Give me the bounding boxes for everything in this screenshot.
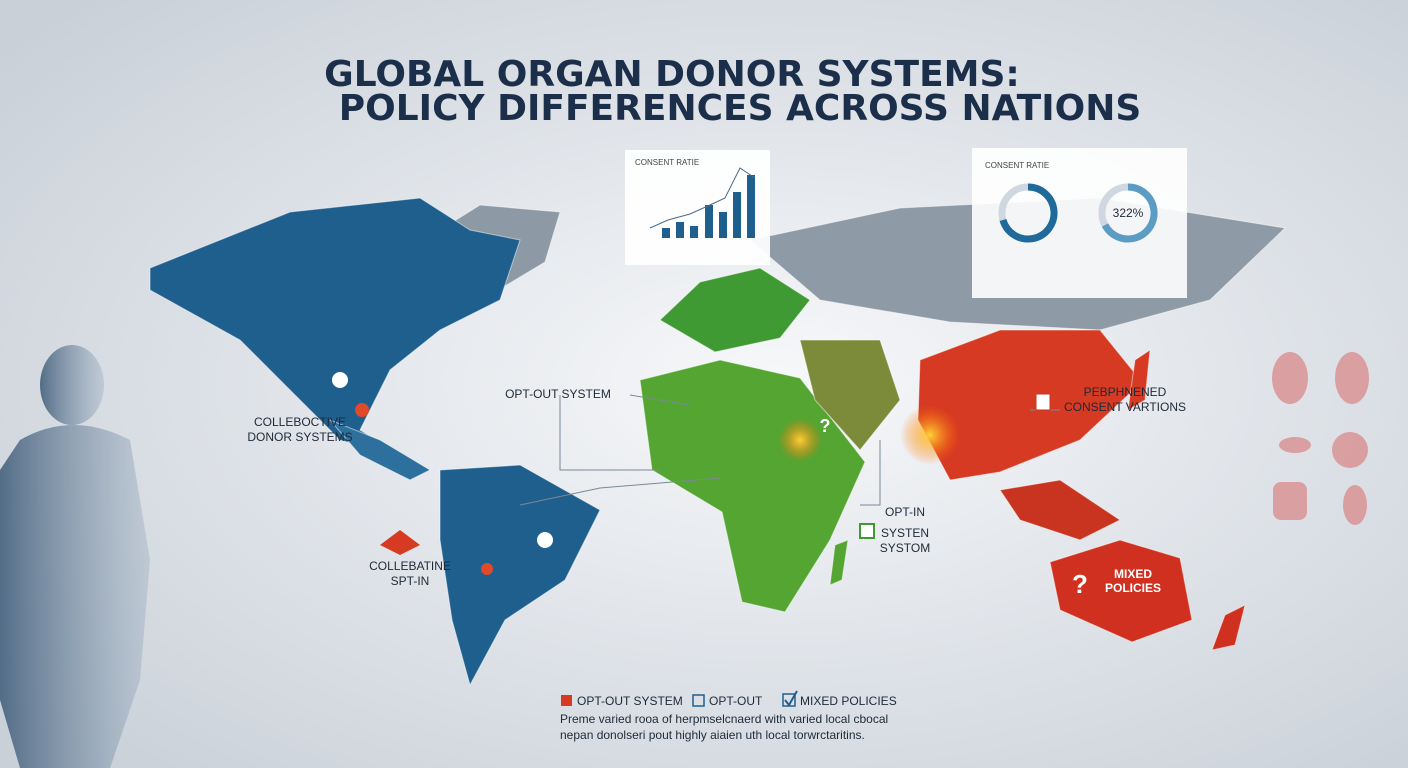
region-label: DONOR SYSTEMS [247,430,352,444]
inset-chart: CONSENT RATIE [625,150,770,265]
footnote: Preme varied rooa of herpmselcnaerd with… [560,712,888,726]
southeast-asia [999,479,1121,541]
legend-swatch [692,694,705,707]
legend-check [784,690,798,707]
region-label: POLICIES [1105,581,1161,595]
region-label: MIXED [1114,567,1152,581]
region-label: OPT-IN [885,505,925,519]
region-label: CONSENT VARTIONS [1064,400,1186,414]
inset-donuts: CONSENT RATIE 322% [972,148,1187,298]
inset-line [649,167,756,229]
south-america [439,464,601,687]
legend-swatch [561,695,572,706]
inset-title: CONSENT RATIE [635,158,699,167]
donut-label: 322% [1113,206,1144,220]
japan [1127,348,1151,411]
legend-label: MIXED POLICIES [800,694,897,708]
central-america [329,419,432,481]
region-label: PEBPHNENED [1084,385,1167,399]
hotspot [900,405,960,465]
australia [1049,539,1193,643]
question-icon: ? [820,416,831,436]
new-zealand [1211,604,1246,651]
hotspot [778,418,822,462]
inset-bars [662,175,755,238]
legend-label: OPT-OUT SYSTEM [577,694,683,708]
region-label: SYSTEN [881,526,929,540]
callout-lines [519,394,1060,506]
footnote: nepan donolseri pout highly aiaien uth l… [560,728,865,742]
europe [659,267,811,353]
madagascar [829,539,849,586]
legend: OPT-OUT SYSTEM OPT-OUT MIXED POLICIES [561,690,897,708]
middle-east [799,339,901,451]
title: GLOBAL ORGAN DONOR SYSTEMS: [324,54,1020,95]
organ-icons [1272,352,1369,525]
region-label: COLLEBOCTIVE [254,415,346,429]
north-america [149,197,521,461]
person-silhouette [0,345,150,768]
region-label: SYSTOM [880,541,930,555]
region-label: SPT-IN [391,574,430,588]
region-label: OPT-OUT SYSTEM [505,387,611,401]
inset-title: CONSENT RATIE [985,161,1049,170]
donut-arc [1101,183,1158,243]
legend-label: OPT-OUT [709,694,763,708]
map-icons: ? ? [330,370,1088,599]
inset-panel [625,150,770,265]
question-icon: ? [1072,569,1088,599]
region-label: COLLEBATINE [369,559,451,573]
title: POLICY DIFFERENCES ACROSS NATIONS [339,88,1142,129]
donut-arc [999,183,1058,243]
